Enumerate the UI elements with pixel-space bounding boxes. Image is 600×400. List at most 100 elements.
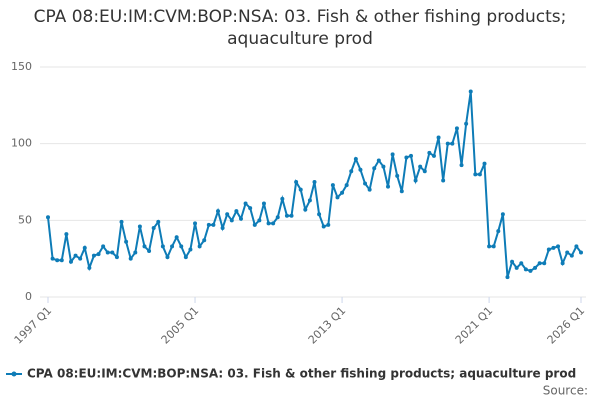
data-point [252, 222, 257, 227]
data-point [271, 221, 276, 226]
data-point [367, 187, 372, 192]
data-point [114, 255, 119, 260]
x-tick-label: 2005 Q1 [159, 304, 202, 347]
data-point [101, 244, 106, 249]
data-point [188, 247, 193, 252]
source: Source: [543, 384, 588, 398]
data-point [179, 244, 184, 249]
data-point [59, 258, 64, 263]
legend-label: CPA 08:EU:IM:CVM:BOP:NSA: 03. Fish & oth… [27, 367, 576, 381]
x-tick-label: 1997 Q1 [12, 304, 55, 347]
data-point [82, 245, 87, 250]
data-point [459, 163, 464, 168]
data-point [569, 253, 574, 258]
data-point [105, 250, 110, 255]
data-point [289, 213, 294, 218]
data-point [91, 253, 96, 258]
data-point [468, 89, 473, 94]
data-point [307, 198, 312, 203]
series-line [47, 91, 582, 278]
data-point [450, 141, 455, 146]
data-point [303, 207, 308, 212]
legend-marker [11, 371, 17, 377]
data-point [312, 180, 317, 184]
data-point [565, 250, 570, 255]
data-point [280, 196, 285, 201]
data-point [193, 221, 198, 226]
data-point [151, 226, 156, 230]
data-point [78, 256, 83, 261]
data-point [160, 244, 165, 249]
data-point [431, 153, 436, 158]
data-point [560, 261, 565, 266]
data-point [482, 161, 487, 166]
data-point [55, 258, 60, 263]
data-point [124, 239, 129, 244]
data-point [110, 250, 115, 255]
data-point [220, 226, 225, 230]
data-point [464, 121, 469, 126]
data-point [505, 275, 510, 280]
data-point [519, 261, 524, 266]
data-point [317, 212, 322, 217]
data-point [133, 250, 138, 255]
data-point [64, 232, 69, 237]
data-point [353, 157, 358, 161]
data-point [73, 253, 78, 258]
data-point [363, 181, 368, 186]
data-point [477, 172, 482, 177]
data-point [211, 222, 216, 227]
data-point [574, 244, 579, 249]
data-point [491, 244, 496, 249]
data-point [579, 250, 583, 255]
data-point [404, 155, 409, 160]
data-point [119, 219, 124, 224]
data-point [284, 213, 289, 218]
data-point [183, 255, 188, 260]
x-tick-label: 2021 Q1 [453, 304, 496, 347]
data-point [234, 209, 239, 214]
data-point [537, 261, 542, 266]
data-point [294, 180, 299, 184]
y-tick-label: 100 [11, 137, 32, 150]
data-point [275, 215, 280, 220]
data-point [510, 259, 515, 264]
x-tick-label: 2026 Q1 [545, 304, 588, 347]
data-point [170, 244, 175, 249]
data-point [298, 187, 303, 192]
data-point [399, 189, 404, 194]
data-point [500, 212, 505, 217]
data-point [395, 173, 400, 178]
y-tick-label: 0 [25, 290, 32, 303]
data-point [142, 244, 147, 249]
data-point [321, 224, 326, 229]
data-point [542, 261, 547, 266]
data-point [137, 224, 142, 229]
data-point [386, 184, 391, 189]
y-tick-label: 150 [11, 60, 32, 73]
data-point [248, 206, 253, 211]
data-point [96, 252, 101, 257]
data-point [454, 126, 459, 131]
data-point [376, 158, 381, 163]
data-point [197, 244, 202, 249]
data-point [445, 141, 450, 146]
data-point [68, 259, 73, 264]
data-point [238, 216, 243, 221]
data-point [427, 150, 432, 155]
data-point [243, 201, 248, 206]
data-point [546, 247, 551, 252]
data-point [556, 244, 561, 249]
data-point [422, 169, 427, 174]
data-point [381, 164, 386, 169]
data-point [257, 218, 262, 223]
data-point [206, 222, 211, 227]
data-point [441, 178, 446, 183]
data-point [418, 164, 423, 169]
data-point [330, 183, 335, 188]
chart-title: CPA 08:EU:IM:CVM:BOP:NSA: 03. Fish & oth… [33, 7, 567, 49]
data-point [523, 267, 528, 272]
data-point [413, 178, 418, 183]
